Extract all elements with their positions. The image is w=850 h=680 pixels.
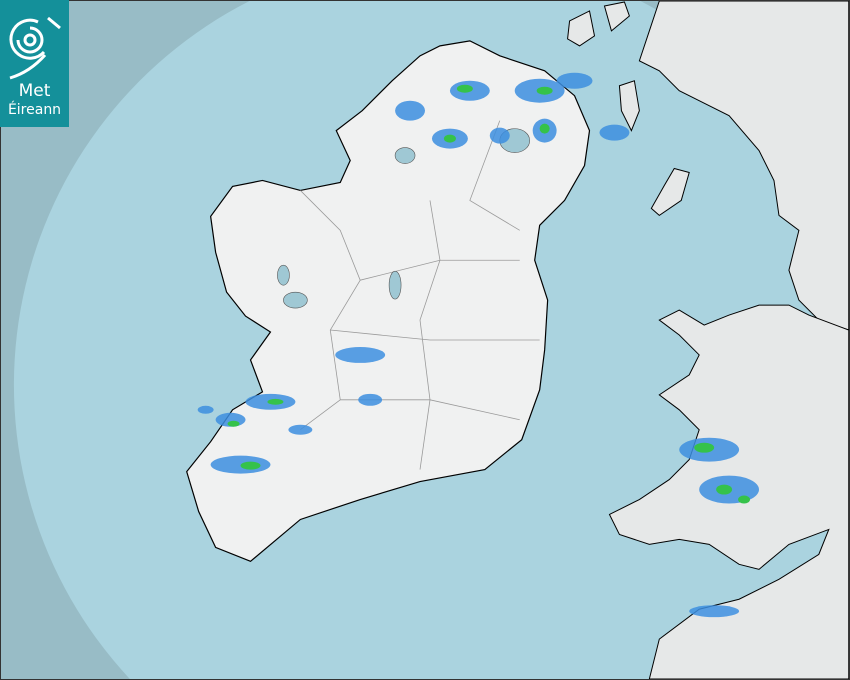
land-islay: [567, 10, 596, 47]
rain-echoes: [197, 72, 760, 618]
logo-text-met: Met: [18, 81, 51, 101]
logo-text-eireann: Éireann: [7, 102, 62, 118]
land-isle-of-man: [650, 167, 690, 216]
land-ireland: [186, 40, 591, 563]
met-eireann-logo: Met Éireann: [0, 0, 69, 127]
land-kintyre: [618, 80, 640, 132]
land-jura: [603, 1, 630, 32]
swirl-icon: [9, 16, 61, 80]
